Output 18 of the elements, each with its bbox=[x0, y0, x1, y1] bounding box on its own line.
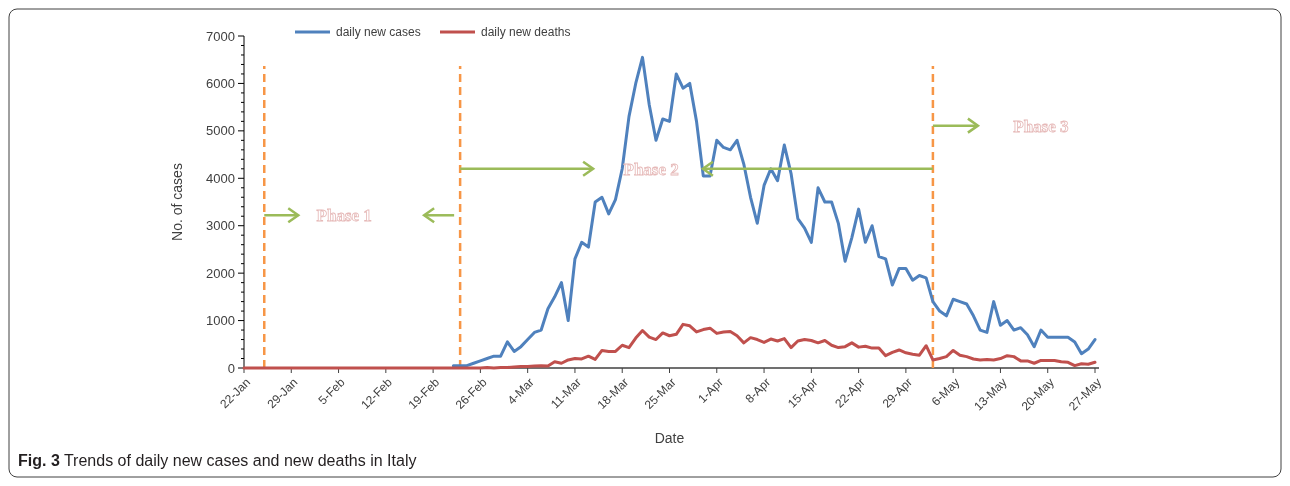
annotation: Phase 1 bbox=[316, 206, 372, 226]
y-tick-label: 5000 bbox=[206, 123, 235, 139]
legend-label: daily new deaths bbox=[481, 25, 571, 40]
legend-label: daily new cases bbox=[336, 25, 421, 40]
y-axis-title: No. of cases bbox=[169, 163, 185, 241]
x-axis-title: Date bbox=[654, 430, 685, 446]
y-tick-label: 6000 bbox=[206, 75, 235, 91]
y-tick-label: 2000 bbox=[206, 265, 235, 281]
annotation: Phase 2 bbox=[623, 159, 679, 179]
text: Fig. 3 Trends of daily new cases and new deaths in Italy bbox=[18, 452, 417, 469]
y-tick-label: 0 bbox=[227, 360, 235, 376]
y-tick-label: 4000 bbox=[206, 170, 235, 186]
y-tick-label: 1000 bbox=[206, 313, 235, 329]
y-tick-label: 3000 bbox=[206, 218, 235, 234]
y-tick-label: 7000 bbox=[206, 28, 235, 44]
line-series bbox=[242, 322, 1097, 370]
annotation: Phase 3 bbox=[1013, 116, 1069, 136]
line-series bbox=[451, 55, 1097, 368]
